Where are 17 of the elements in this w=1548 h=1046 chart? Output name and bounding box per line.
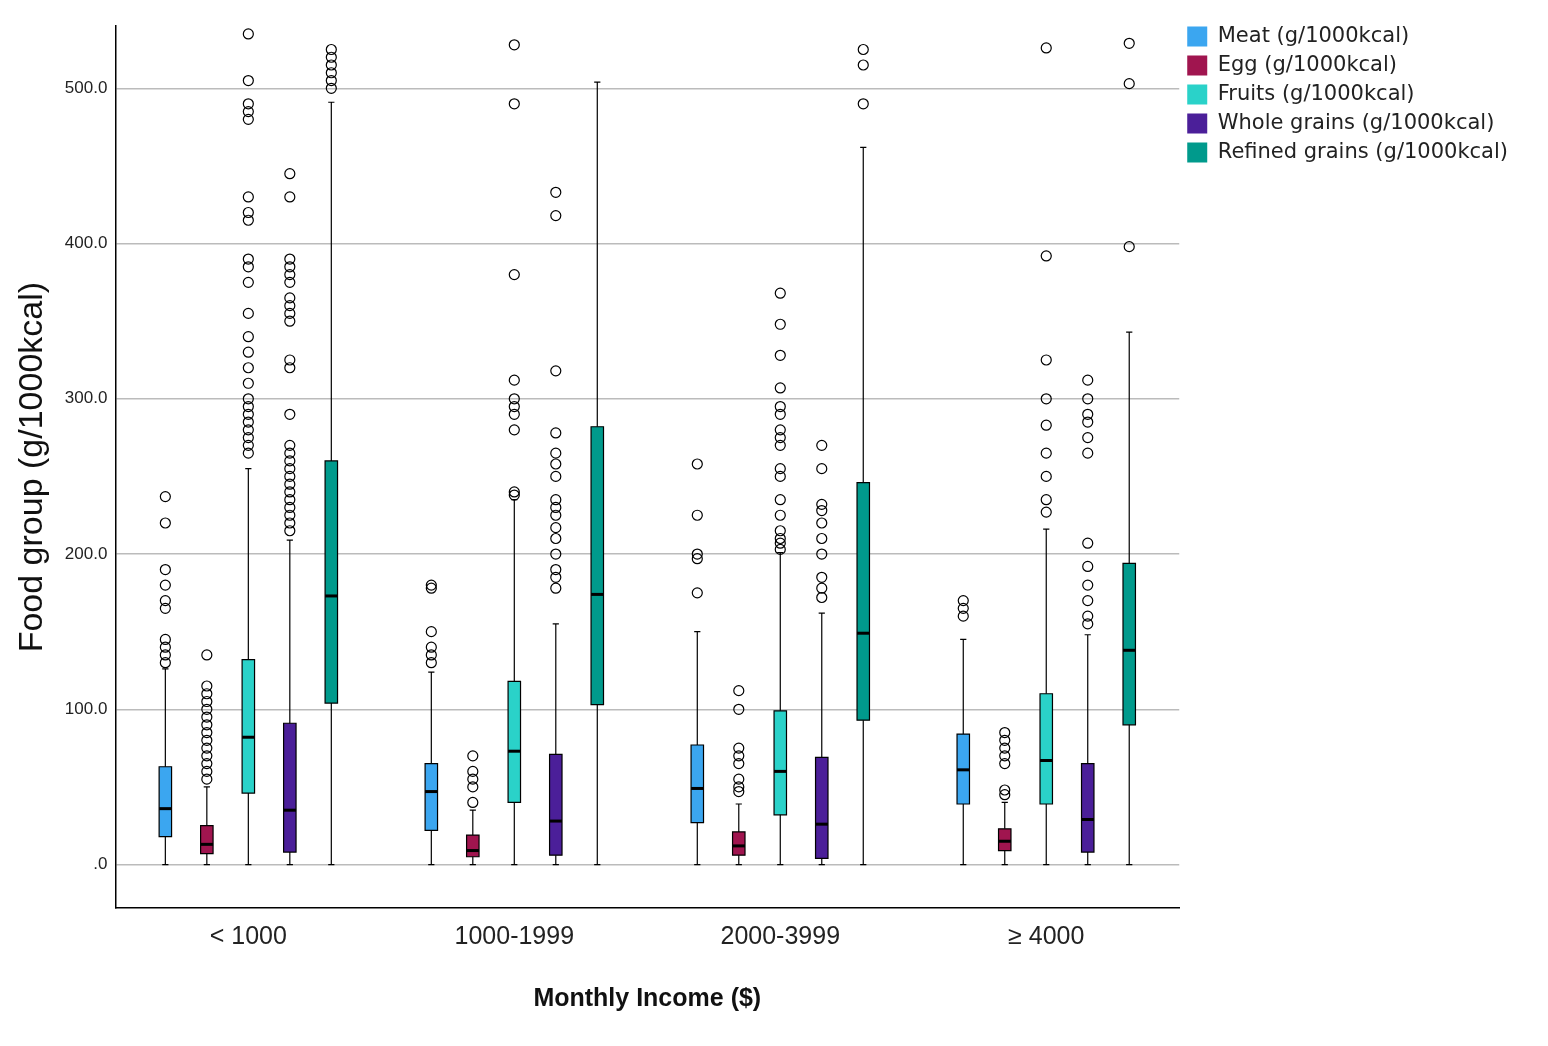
y-tick-label: 200.0 <box>64 543 108 563</box>
y-axis-title: Food group (g/1000kcal) <box>10 281 49 653</box>
x-tick-label: 2000-3999 <box>720 920 841 949</box>
legend-label: Egg (g/1000kcal) <box>1217 51 1397 76</box>
legend-label: Refined grains (g/1000kcal) <box>1217 138 1509 163</box>
y-tick-label: .0 <box>93 854 108 874</box>
legend-label: Meat (g/1000kcal) <box>1217 22 1410 47</box>
x-tick-label: < 1000 <box>209 920 287 949</box>
y-tick-label: 100.0 <box>64 698 108 718</box>
y-tick-label: 400.0 <box>64 233 108 253</box>
y-tick-label: 300.0 <box>64 388 108 408</box>
y-tick-label: 500.0 <box>64 77 108 97</box>
legend-label: Whole grains (g/1000kcal) <box>1217 109 1495 134</box>
x-tick-label: 1000-1999 <box>454 920 575 949</box>
x-tick-label: ≥ 4000 <box>1008 920 1085 949</box>
legend-label: Fruits (g/1000kcal) <box>1217 80 1415 105</box>
x-axis-title: Monthly Income ($) <box>533 982 762 1011</box>
